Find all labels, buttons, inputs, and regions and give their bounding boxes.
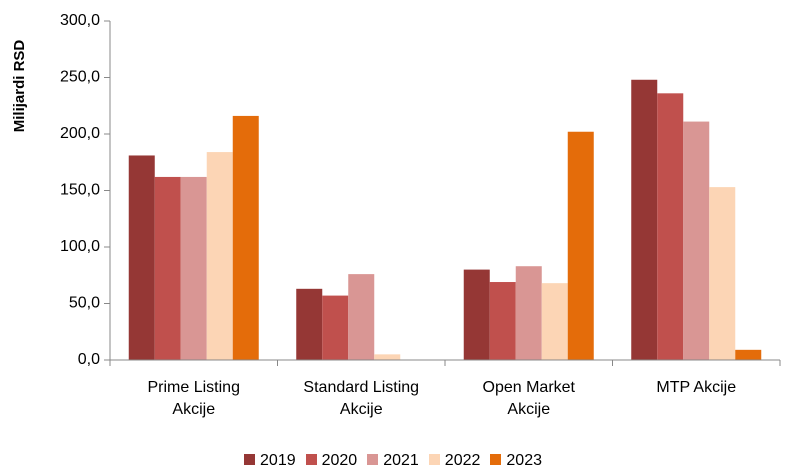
legend-swatch <box>305 454 317 465</box>
bar <box>683 121 710 360</box>
y-tick-label: 250,0 <box>60 69 100 86</box>
legend-item: 2020 <box>305 452 358 470</box>
bar <box>515 266 542 360</box>
legend-swatch <box>428 454 440 465</box>
bar <box>232 115 259 360</box>
legend-swatch <box>244 454 256 465</box>
x-tick-label: Open Market Akcije <box>482 379 575 418</box>
bar <box>128 155 155 360</box>
x-tick-label: MTP Akcije <box>656 379 737 396</box>
bar <box>567 131 594 360</box>
legend-item: 2019 <box>244 452 296 470</box>
legend-item: 2021 <box>367 452 419 470</box>
bar <box>541 283 568 360</box>
y-tick-label: 150,0 <box>60 182 100 199</box>
legend-item: 2023 <box>490 452 542 470</box>
legend-swatch <box>367 454 379 465</box>
y-tick-label: 0,0 <box>78 351 100 368</box>
bar <box>631 79 658 360</box>
legend-label: 2021 <box>383 452 419 469</box>
bar <box>463 269 490 360</box>
bar <box>296 288 323 360</box>
y-tick-label: 100,0 <box>60 238 100 255</box>
bar <box>322 295 349 360</box>
bar <box>657 93 684 360</box>
legend-swatch <box>490 454 502 465</box>
bar <box>735 349 762 360</box>
bar <box>154 176 181 360</box>
legend-label: 2019 <box>260 452 296 469</box>
y-tick-label: 50,0 <box>69 295 100 312</box>
legend-label: 2023 <box>506 452 542 469</box>
legend-label: 2022 <box>444 452 481 469</box>
x-tick-label: Prime Listing Akcije <box>147 379 240 418</box>
y-tick-label: 300,0 <box>60 12 100 29</box>
bar <box>489 282 516 360</box>
bar <box>206 152 233 360</box>
y-axis-title: Milijardi RSD <box>11 40 28 133</box>
x-tick-label: Standard Listing Akcije <box>303 379 420 418</box>
legend-label: 2020 <box>321 452 358 469</box>
y-tick-label: 200,0 <box>60 125 100 142</box>
bar <box>348 274 375 360</box>
bar <box>709 187 736 360</box>
legend-item: 2022 <box>428 452 481 470</box>
bar <box>374 354 401 360</box>
bar <box>180 176 207 360</box>
legend: 2019 2020 2021 2022 2023 <box>0 452 786 470</box>
